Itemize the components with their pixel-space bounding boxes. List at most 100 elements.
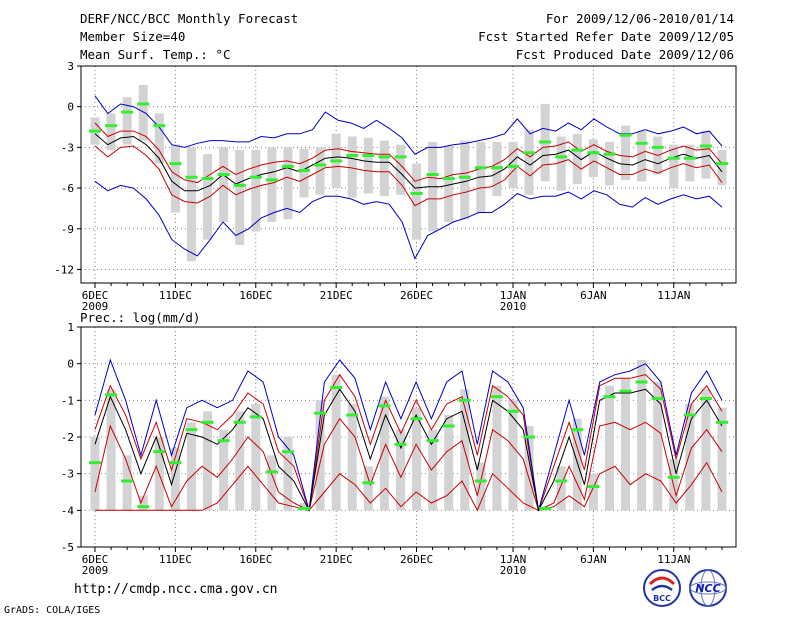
prec-bar bbox=[637, 360, 647, 511]
prec-obs-marker bbox=[523, 435, 536, 439]
temp-bar bbox=[299, 148, 309, 198]
prec-ytick-label: -1 bbox=[61, 394, 74, 407]
prec-obs-marker bbox=[249, 415, 262, 419]
temp-obs-marker bbox=[555, 155, 568, 159]
prec-obs-marker bbox=[603, 395, 616, 399]
bcc-logo-text: BCC bbox=[653, 594, 671, 603]
prec-ytick-label: -3 bbox=[61, 468, 74, 481]
temp-obs-marker bbox=[474, 166, 487, 170]
prec-bar bbox=[379, 396, 389, 511]
temp-obs-marker bbox=[378, 155, 391, 159]
prec-obs-marker bbox=[201, 420, 214, 424]
temp-obs-marker bbox=[410, 191, 423, 195]
prec-bar bbox=[203, 411, 213, 511]
prec-obs-marker bbox=[265, 470, 278, 474]
temp-xtick-label: 1JAN bbox=[500, 289, 527, 302]
prec-bar bbox=[556, 466, 566, 511]
prec-bar bbox=[106, 389, 116, 511]
temp-ytick-label: -12 bbox=[54, 263, 74, 276]
temp-line-inner-upper bbox=[94, 122, 723, 184]
prec-xtick-label: 16DEC bbox=[239, 553, 272, 566]
prec-obs-marker bbox=[458, 398, 471, 402]
prec-bar bbox=[701, 389, 711, 511]
prec-bar bbox=[412, 407, 422, 511]
prec-bar bbox=[492, 385, 502, 511]
temp-xtick-label: 6DEC bbox=[82, 289, 109, 302]
prec-xtick-label: 11JAN bbox=[657, 553, 690, 566]
temp-ytick-label: -3 bbox=[61, 141, 74, 154]
prec-obs-marker bbox=[298, 507, 310, 510]
temp-ytick-label: -6 bbox=[61, 182, 74, 195]
prec-bar bbox=[363, 466, 373, 511]
prec-obs-marker bbox=[442, 424, 455, 428]
prec-obs-marker bbox=[330, 386, 343, 389]
prec-bar bbox=[347, 404, 357, 511]
temp-bar bbox=[556, 136, 566, 191]
temp-bar bbox=[347, 136, 357, 198]
temp-obs-marker bbox=[330, 159, 343, 163]
temp-obs-marker bbox=[667, 156, 680, 160]
prec-bar bbox=[717, 407, 727, 511]
prec-bar bbox=[524, 426, 534, 511]
temp-xtick-label: 21DEC bbox=[320, 289, 353, 302]
temp-obs-marker bbox=[539, 140, 552, 144]
prec-bar bbox=[444, 415, 454, 511]
temp-xtick-label: 26DEC bbox=[400, 289, 433, 302]
temp-obs-marker bbox=[426, 173, 439, 176]
temp-bar bbox=[701, 131, 711, 179]
temp-bar bbox=[604, 141, 614, 186]
prec-bar bbox=[621, 378, 631, 511]
temp-bar bbox=[637, 131, 647, 182]
prec-obs-marker bbox=[153, 450, 166, 454]
temp-bar bbox=[621, 125, 631, 180]
prec-bar bbox=[331, 374, 341, 511]
prec-bar bbox=[588, 473, 598, 511]
temp-bar bbox=[170, 144, 180, 213]
temp-bar bbox=[379, 140, 389, 197]
prec-ytick-label: -5 bbox=[61, 541, 74, 554]
temp-xtick-label: 16DEC bbox=[239, 289, 272, 302]
prec-obs-marker bbox=[587, 485, 600, 488]
grads-credit: GrADS: COLA/IGES bbox=[4, 605, 101, 616]
temp-obs-marker bbox=[89, 129, 101, 133]
prec-obs-marker bbox=[490, 395, 503, 399]
temp-bar bbox=[154, 113, 164, 164]
prec-ytick-label: -4 bbox=[61, 504, 75, 517]
ncc-logo-text: NCC bbox=[695, 582, 720, 595]
temp-bar bbox=[283, 147, 293, 220]
temp-bar bbox=[219, 147, 229, 222]
temp-ytick-label: 0 bbox=[67, 101, 74, 114]
prec-line-inner-lower bbox=[94, 417, 723, 512]
prec-obs-marker bbox=[555, 479, 568, 483]
prec-xtick-label: 1JAN bbox=[500, 553, 527, 566]
temp-obs-marker bbox=[458, 175, 471, 179]
prec-year-label: 2009 bbox=[82, 564, 109, 577]
temp-xtick-label: 11JAN bbox=[657, 289, 690, 302]
prec-xtick-label: 26DEC bbox=[400, 553, 433, 566]
logos: BCC NCC bbox=[643, 569, 727, 607]
temp-obs-marker bbox=[635, 141, 648, 145]
prec-obs-marker bbox=[507, 409, 519, 413]
temp-bar bbox=[363, 137, 373, 194]
source-url[interactable]: http://cmdp.ncc.cma.gov.cn bbox=[74, 582, 278, 597]
variable-label: Mean Surf. Temp.: °C bbox=[80, 47, 231, 62]
prec-ytick-label: -2 bbox=[61, 431, 74, 444]
prec-ytick-label: 0 bbox=[67, 358, 74, 371]
prec-obs-marker bbox=[233, 420, 246, 424]
temp-obs-marker bbox=[507, 164, 519, 168]
temp-obs-marker bbox=[153, 124, 166, 128]
temp-obs-marker bbox=[683, 156, 696, 160]
temp-obs-marker bbox=[442, 177, 455, 181]
prec-line-inner-upper bbox=[94, 373, 723, 511]
prec-obs-marker bbox=[426, 439, 439, 443]
temp-obs-marker bbox=[201, 177, 214, 181]
prec-bar bbox=[508, 400, 518, 511]
prec-obs-marker bbox=[185, 428, 198, 432]
prec-obs-marker bbox=[89, 461, 101, 465]
temp-obs-marker bbox=[523, 151, 536, 155]
prec-bar bbox=[235, 411, 245, 511]
temp-year-label: 2010 bbox=[500, 300, 527, 313]
prec-bar bbox=[299, 503, 309, 511]
precipitation-panel: 1 0 -1 -2 -3 -4 -5 6DEC 11DEC 16DEC 21DEC 26DEC 1JAN… bbox=[61, 321, 737, 577]
temp-obs-marker bbox=[619, 133, 632, 137]
